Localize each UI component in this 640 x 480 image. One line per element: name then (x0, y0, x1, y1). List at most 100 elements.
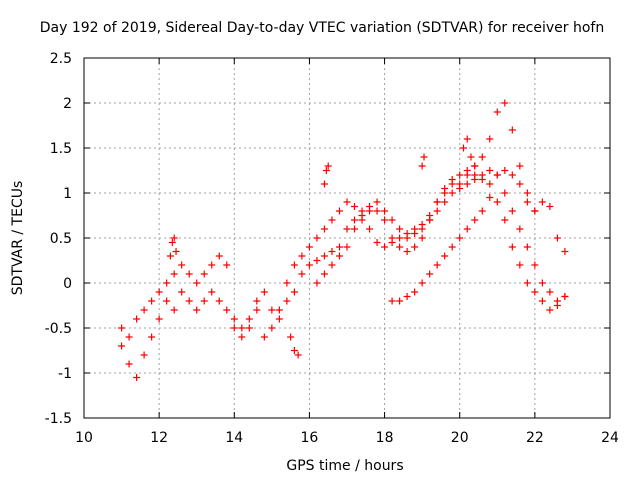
grid (84, 58, 610, 418)
data-point (268, 324, 276, 332)
data-point (508, 243, 516, 251)
data-point (125, 360, 133, 368)
x-tick-label: 10 (75, 430, 93, 446)
data-point (283, 279, 291, 287)
data-point (358, 216, 366, 224)
data-point (411, 230, 419, 237)
data-point (193, 279, 201, 287)
data-point (538, 279, 546, 287)
y-tick-labels: -1.5 -1 -0.5 0 0.5 1 1.5 2 2.5 (45, 51, 72, 427)
data-point (260, 288, 268, 296)
data-point (546, 288, 554, 296)
data-point (238, 324, 246, 332)
data-point (230, 324, 238, 332)
data-point (343, 243, 351, 251)
data-point (486, 180, 494, 188)
data-point (411, 243, 419, 251)
data-point (523, 198, 531, 206)
data-point (148, 333, 156, 341)
data-point (133, 315, 141, 323)
data-point (290, 288, 298, 296)
data-point (366, 225, 374, 233)
x-tick-label: 24 (601, 430, 619, 446)
data-point (168, 239, 176, 246)
data-point (508, 171, 516, 179)
data-point (351, 216, 359, 224)
data-point (245, 324, 253, 332)
data-point (463, 225, 471, 233)
data-point (283, 297, 291, 305)
data-point (516, 162, 524, 170)
axis-ticks (83, 57, 611, 419)
data-point (313, 257, 321, 264)
data-point (373, 198, 381, 206)
chart-title: Day 192 of 2019, Sidereal Day-to-day VTE… (40, 20, 604, 36)
data-point (324, 162, 332, 170)
data-point (531, 288, 539, 296)
data-point (561, 248, 569, 255)
data-point (433, 261, 441, 269)
data-point (193, 306, 201, 314)
data-point (388, 234, 396, 242)
data-point (178, 261, 186, 269)
data-point (388, 297, 396, 305)
data-point (381, 243, 389, 251)
data-point (118, 324, 126, 332)
y-tick-label: 0 (63, 276, 72, 292)
data-point (478, 153, 486, 161)
data-point (373, 239, 381, 246)
data-point (411, 288, 419, 296)
data-point (523, 189, 531, 197)
data-point (178, 288, 186, 296)
data-point (125, 333, 133, 341)
data-point (456, 180, 464, 188)
data-point (305, 261, 313, 269)
data-point (501, 99, 509, 107)
data-point (215, 252, 223, 260)
data-point (155, 288, 163, 296)
data-point (531, 207, 539, 215)
x-tick-label: 16 (301, 430, 319, 446)
data-point (322, 167, 330, 174)
data-point (163, 297, 171, 305)
y-tick-label: 1.5 (50, 141, 72, 157)
data-point (471, 171, 479, 179)
data-point (546, 306, 554, 314)
data-point (328, 216, 336, 224)
data-point (426, 270, 434, 278)
data-point (290, 261, 298, 269)
data-point (538, 198, 546, 206)
data-point (155, 315, 163, 323)
data-point (396, 225, 404, 233)
data-point (396, 234, 404, 242)
data-point (478, 207, 486, 215)
series-track-d (313, 167, 539, 287)
data-point (448, 180, 456, 188)
x-tick-label: 18 (376, 430, 394, 446)
data-point (163, 279, 171, 287)
data-point (381, 207, 389, 215)
data-point (493, 171, 501, 179)
data-point (531, 261, 539, 269)
data-point (433, 207, 441, 215)
data-point (320, 225, 328, 233)
data-point (523, 243, 531, 251)
data-point (275, 306, 283, 314)
data-point (433, 198, 441, 206)
data-point (448, 189, 456, 197)
data-point (290, 347, 298, 354)
series-track-b (118, 167, 569, 381)
data-point (486, 135, 494, 143)
plot-frame (83, 57, 611, 419)
data-point (456, 171, 464, 179)
data-point (148, 297, 156, 305)
data-point (456, 234, 464, 242)
data-point (118, 342, 126, 350)
data-point (185, 270, 193, 278)
data-point (501, 216, 509, 224)
data-point (553, 302, 561, 309)
data-point (516, 261, 524, 269)
data-point (463, 180, 471, 188)
data-point (403, 248, 411, 255)
y-tick-label: -1.5 (45, 411, 72, 427)
